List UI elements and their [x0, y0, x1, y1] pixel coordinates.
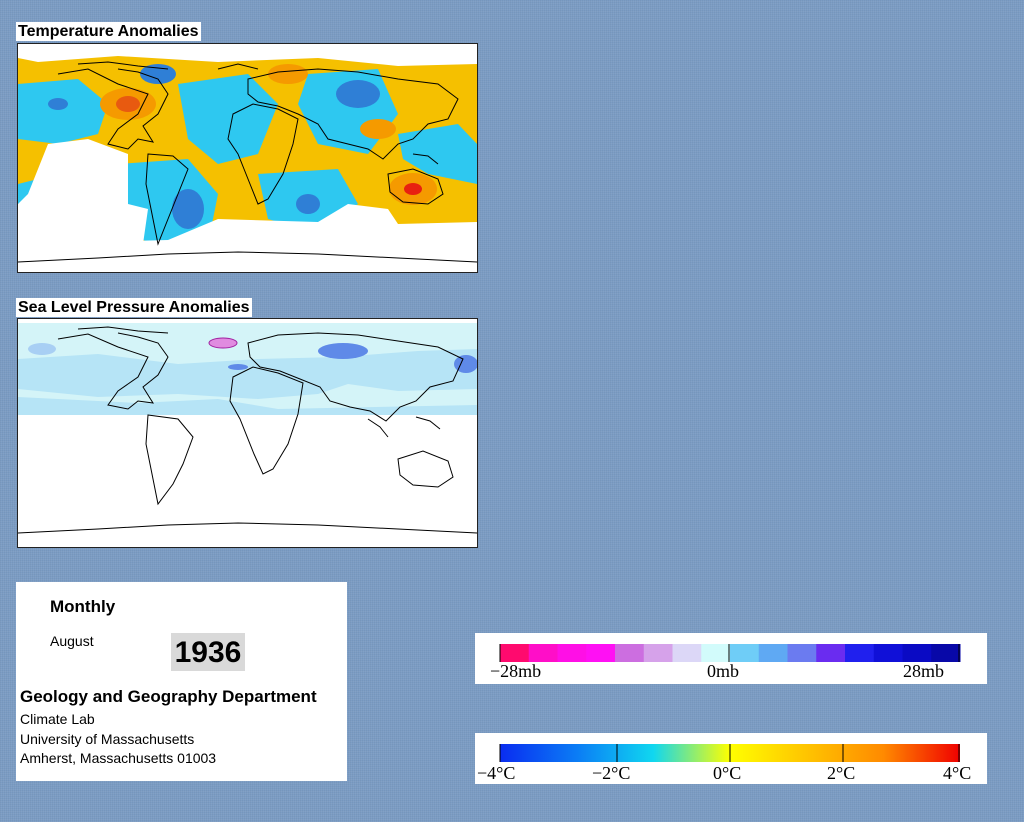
pressure-legend-min: −28mb: [490, 661, 541, 681]
temperature-anomaly-map: [17, 43, 478, 273]
month-label: August: [50, 633, 94, 649]
temperature-legend-tick: 2°C: [827, 763, 855, 783]
pressure-swatch: [902, 644, 932, 662]
temp-region-cold: [296, 194, 320, 214]
temperature-legend-tick: 0°C: [713, 763, 741, 783]
slp-region-high: [208, 337, 238, 349]
pressure-swatch: [787, 644, 817, 662]
pressure-swatch: [643, 644, 673, 662]
temperature-legend: −4°C −2°C 0°C 2°C 4°C: [475, 733, 987, 784]
slp-region-low: [318, 343, 368, 359]
slp-region-mid: [18, 397, 477, 415]
temperature-map-svg: [18, 44, 477, 272]
slp-region-low: [454, 355, 477, 373]
coastlines: [18, 326, 477, 534]
temp-region-cold: [48, 98, 68, 110]
pressure-swatch: [845, 644, 875, 662]
pressure-swatch: [873, 644, 903, 662]
pressure-anomaly-map: [17, 318, 478, 548]
pressure-legend-max: 28mb: [903, 661, 944, 681]
pressure-swatch: [500, 644, 530, 662]
temperature-legend-tick: −2°C: [592, 763, 630, 783]
temp-region-cool: [178, 74, 278, 164]
slp-region-low: [28, 343, 56, 355]
temperature-panel-title: Temperature Anomalies: [16, 22, 201, 41]
temperature-legend-tick: 4°C: [943, 763, 971, 783]
temp-region-hot: [268, 64, 308, 84]
pressure-color-scale: [499, 644, 961, 662]
pressure-swatch: [528, 644, 558, 662]
temp-missing-data: [18, 139, 148, 249]
frequency-label: Monthly: [50, 597, 116, 616]
temp-region-cool: [398, 124, 477, 184]
info-box: Monthly August 1936 Geology and Geograph…: [16, 582, 347, 781]
pressure-swatch: [701, 644, 731, 662]
pressure-legend: −28mb 0mb 28mb: [475, 633, 987, 684]
pressure-swatch: [758, 644, 788, 662]
temp-region-hot: [360, 119, 396, 139]
slp-region-mid: [18, 349, 477, 399]
temp-missing-data: [18, 44, 477, 66]
lab-label: Climate Lab: [20, 711, 95, 727]
year-label: 1936: [171, 633, 245, 671]
temp-region-cool: [18, 79, 108, 144]
slp-region-low: [228, 364, 248, 370]
coastlines: [18, 61, 477, 263]
temperature-legend-svg: −4°C −2°C 0°C 2°C 4°C: [477, 744, 971, 783]
temp-missing-data: [18, 204, 477, 272]
pressure-legend-svg: −28mb 0mb 28mb: [490, 644, 961, 681]
university-label: University of Massachusetts: [20, 731, 195, 747]
pressure-swatch: [672, 644, 702, 662]
pressure-map-svg: [18, 319, 477, 547]
pressure-panel-title: Sea Level Pressure Anomalies: [16, 298, 252, 317]
pressure-swatch: [730, 644, 760, 662]
temp-region-cold: [336, 80, 380, 108]
pressure-swatch: [931, 644, 961, 662]
temperature-legend-tick: −4°C: [477, 763, 515, 783]
temp-region-hot: [116, 96, 140, 112]
department-label: Geology and Geography Department: [20, 687, 317, 706]
pressure-swatch: [557, 644, 587, 662]
temp-region-hot: [404, 183, 422, 195]
pressure-legend-mid: 0mb: [707, 661, 739, 681]
pressure-swatch: [586, 644, 616, 662]
address-label: Amherst, Massachusetts 01003: [20, 750, 217, 766]
pressure-swatch: [816, 644, 846, 662]
temp-region-cold: [172, 189, 204, 229]
pressure-swatch: [615, 644, 645, 662]
